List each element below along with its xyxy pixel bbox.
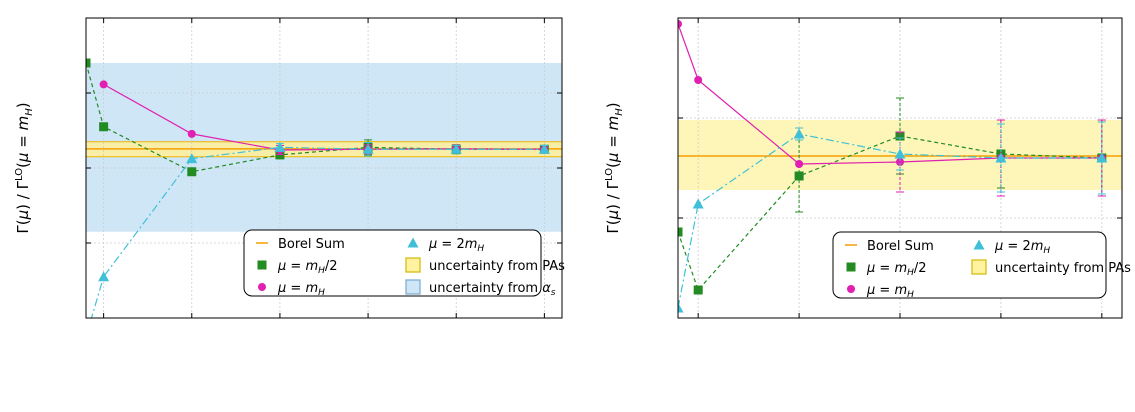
data-point <box>678 302 684 313</box>
data-point <box>678 227 683 237</box>
data-point <box>187 167 197 177</box>
data-point <box>538 143 550 154</box>
legend-marker <box>258 283 266 291</box>
data-point <box>187 129 196 138</box>
data-point <box>98 271 110 282</box>
legend-marker <box>407 237 419 248</box>
legend-entry: μ = mH/2 <box>257 259 338 276</box>
legend-label: μ = mH/2 <box>277 259 338 276</box>
y-axis-title: Γ(μ) / ΓLO(μ = mH) <box>14 102 35 233</box>
legend-swatch-band <box>405 279 421 295</box>
legend-entry: μ = 2mH <box>407 237 484 254</box>
data-point <box>186 153 198 164</box>
data-point <box>795 160 804 168</box>
legend-swatch-band <box>971 259 987 275</box>
legend: Borel Sum μ = 2mH μ = mH/2 uncertainty from… <box>243 229 565 298</box>
data-point <box>895 131 905 141</box>
data-point <box>894 148 906 159</box>
y-axis-title: Γ(μ) / ΓLO(μ = mH) <box>604 102 625 233</box>
legend-label: Borel Sum <box>278 237 345 252</box>
data-point <box>896 158 904 166</box>
legend-entry: Borel Sum <box>256 237 345 252</box>
legend-marker <box>257 260 267 270</box>
legend-label: uncertainty from PAs <box>429 259 565 274</box>
series <box>81 58 550 341</box>
data-point <box>86 58 91 68</box>
legend-entry: uncertainty from αs <box>405 279 556 298</box>
data-point <box>678 20 682 28</box>
data-point <box>450 143 462 154</box>
data-point <box>81 331 92 341</box>
legend-entry: uncertainty from PAs <box>971 259 1131 276</box>
legend-label: μ = mH <box>866 283 914 300</box>
legend-label: μ = mH <box>277 281 325 298</box>
data-point <box>693 285 703 295</box>
legend-box <box>243 229 542 297</box>
legend-label: μ = mH/2 <box>866 261 927 278</box>
legend-label: uncertainty from PAs <box>995 261 1131 276</box>
chart-panel-b: Γ(μ) / ΓLO(μ = mH) Borel Sum μ = 2mH μ = mH… <box>604 17 1131 319</box>
legend-entry: uncertainty from PAs <box>405 257 565 274</box>
legend-label: μ = 2mH <box>994 239 1050 256</box>
legend-marker <box>846 262 856 272</box>
data-point <box>99 80 108 89</box>
data-point <box>793 128 805 139</box>
legend-entry: μ = mH <box>847 283 914 300</box>
data-point <box>99 122 109 132</box>
legend-swatch-band <box>405 257 421 273</box>
legend-label: Borel Sum <box>867 239 934 254</box>
legend-box <box>832 231 1107 299</box>
legend-entry: Borel Sum <box>845 239 934 254</box>
data-point <box>794 171 804 181</box>
legend-entry: μ = 2mH <box>973 239 1050 256</box>
data-point <box>274 141 286 152</box>
legend-label: μ = 2mH <box>428 237 484 254</box>
data-point <box>692 198 704 209</box>
data-point <box>362 143 374 154</box>
series-line-1 <box>103 83 545 151</box>
legend-entry: μ = mH/2 <box>846 261 927 278</box>
legend-marker <box>847 285 855 293</box>
series <box>678 20 1108 313</box>
series-line-2 <box>678 133 1102 309</box>
legend-entry: μ = mH <box>258 281 325 298</box>
legend: Borel Sum μ = 2mH μ = mH/2 uncertainty from… <box>832 231 1131 300</box>
series-line-0 <box>678 135 1102 292</box>
data-point <box>995 152 1007 163</box>
legend-marker <box>973 239 985 250</box>
data-point <box>694 76 703 84</box>
bands <box>86 63 562 232</box>
data-point <box>1096 152 1108 163</box>
legend-label: uncertainty from αs <box>429 281 556 298</box>
chart-panel-a: Γ(μ) / ΓLO(μ = mH) Borel Sum μ = 2mH μ = mH… <box>14 17 565 341</box>
